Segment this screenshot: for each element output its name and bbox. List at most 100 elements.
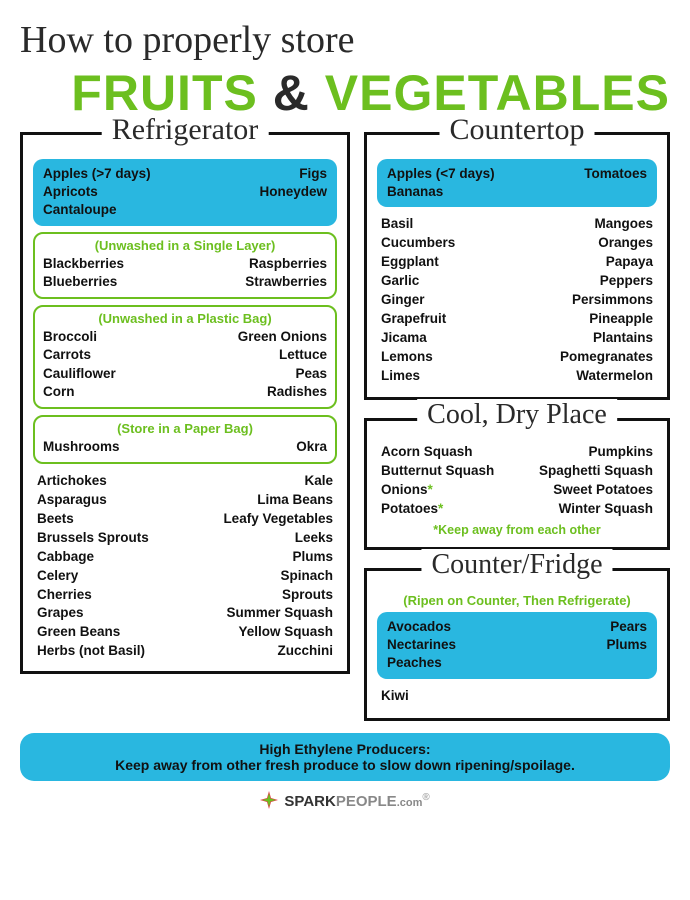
list-item: Green Onions: [185, 328, 327, 346]
refrigerator-group-plastic-bag: (Unwashed in a Plastic Bag) BroccoliGree…: [33, 305, 337, 409]
logo-brand1: SPARK: [284, 793, 335, 810]
cooldry-section: Cool, Dry Place Acorn SquashPumpkinsButt…: [364, 418, 670, 550]
list-item: Tomatoes: [517, 165, 647, 183]
list-item: Jicama: [381, 329, 517, 348]
list-item: Brussels Sprouts: [37, 529, 185, 548]
spark-icon: [260, 791, 278, 809]
list-item: Eggplant: [381, 253, 517, 272]
logo-suffix: .com: [397, 797, 423, 809]
group1-subtitle: (Unwashed in a Single Layer): [43, 238, 327, 253]
list-item: Butternut Squash: [381, 462, 517, 481]
cooldry-plain-list: Acorn SquashPumpkinsButternut SquashSpag…: [377, 441, 657, 521]
list-item: Apples (>7 days): [43, 165, 185, 183]
countertop-ethylene-block: Apples (<7 days)TomatoesBananas: [377, 159, 657, 207]
list-item: Figs: [185, 165, 327, 183]
refrigerator-heading: Refrigerator: [102, 113, 269, 147]
list-item: Honeydew: [185, 183, 327, 201]
list-item: Cherries: [37, 586, 185, 605]
list-item: Spinach: [185, 567, 333, 586]
list-item: Herbs (not Basil): [37, 642, 185, 661]
list-item: Grapefruit: [381, 310, 517, 329]
list-item: Persimmons: [517, 291, 653, 310]
list-item: Peaches: [387, 654, 517, 672]
list-item: Peppers: [517, 272, 653, 291]
refrigerator-section: Refrigerator Apples (>7 days)FigsApricot…: [20, 132, 350, 674]
group3-subtitle: (Store in a Paper Bag): [43, 421, 327, 436]
refrigerator-ethylene-block: Apples (>7 days)FigsApricotsHoneydewCant…: [33, 159, 337, 226]
title-line1: How to properly store: [20, 18, 670, 62]
list-item: Cauliflower: [43, 365, 185, 383]
list-item: Sprouts: [185, 586, 333, 605]
list-item: Onions*: [381, 481, 517, 500]
list-item: Artichokes: [37, 472, 185, 491]
list-item: Raspberries: [185, 255, 327, 273]
cooldry-footnote: *Keep away from each other: [377, 523, 657, 537]
list-item: Spaghetti Squash: [517, 462, 653, 481]
list-item: Oranges: [517, 234, 653, 253]
right-column: Countertop Apples (<7 days)TomatoesBanan…: [364, 132, 670, 731]
list-item: Plums: [185, 548, 333, 567]
list-item: Watermelon: [517, 367, 653, 386]
list-item: Summer Squash: [185, 604, 333, 623]
list-item: Celery: [37, 567, 185, 586]
ethylene-note: High Ethylene Producers: Keep away from …: [20, 733, 670, 781]
list-item: Avocados: [387, 618, 517, 636]
list-item: Ginger: [381, 291, 517, 310]
list-item: Limes: [381, 367, 517, 386]
list-item: Cabbage: [37, 548, 185, 567]
list-item: Corn: [43, 383, 185, 401]
left-column: Refrigerator Apples (>7 days)FigsApricot…: [20, 132, 350, 731]
list-item: Cantaloupe: [43, 201, 185, 219]
list-item: Zucchini: [185, 642, 333, 661]
list-item: Pears: [517, 618, 647, 636]
list-item: Leeks: [185, 529, 333, 548]
list-item: Bananas: [387, 183, 517, 201]
list-item: Asparagus: [37, 491, 185, 510]
counterfridge-ethylene-block: AvocadosPearsNectarinesPlumsPeaches: [377, 612, 657, 679]
list-item: Winter Squash: [517, 500, 653, 519]
countertop-heading: Countertop: [440, 113, 595, 147]
list-item: Cucumbers: [381, 234, 517, 253]
list-item: Yellow Squash: [185, 623, 333, 642]
list-item: [517, 687, 653, 706]
list-item: Potatoes*: [381, 500, 517, 519]
refrigerator-plain-list: ArtichokesKaleAsparagusLima BeansBeetsLe…: [33, 470, 337, 663]
list-item: [517, 183, 647, 201]
title-amp: &: [273, 65, 310, 121]
list-item: Peas: [185, 365, 327, 383]
list-item: Plantains: [517, 329, 653, 348]
list-item: Pomegranates: [517, 348, 653, 367]
list-item: Grapes: [37, 604, 185, 623]
list-item: Green Beans: [37, 623, 185, 642]
content-columns: Refrigerator Apples (>7 days)FigsApricot…: [20, 132, 670, 731]
counterfridge-subtitle: (Ripen on Counter, Then Refrigerate): [377, 593, 657, 608]
list-item: Blackberries: [43, 255, 185, 273]
main-title: How to properly store FRUITS & VEGETABLE…: [20, 18, 670, 122]
list-item: [185, 201, 327, 219]
countertop-section: Countertop Apples (<7 days)TomatoesBanan…: [364, 132, 670, 400]
list-item: Garlic: [381, 272, 517, 291]
ethylene-line2: Keep away from other fresh produce to sl…: [32, 757, 658, 773]
list-item: Beets: [37, 510, 185, 529]
list-item: Sweet Potatoes: [517, 481, 653, 500]
list-item: Pumpkins: [517, 443, 653, 462]
list-item: Strawberries: [185, 273, 327, 291]
counterfridge-plain-list: Kiwi: [377, 685, 657, 708]
list-item: Basil: [381, 215, 517, 234]
list-item: Leafy Vegetables: [185, 510, 333, 529]
list-item: Apples (<7 days): [387, 165, 517, 183]
list-item: Nectarines: [387, 636, 517, 654]
cooldry-heading: Cool, Dry Place: [417, 399, 617, 431]
list-item: Apricots: [43, 183, 185, 201]
list-item: Okra: [185, 438, 327, 456]
list-item: Acorn Squash: [381, 443, 517, 462]
list-item: Mushrooms: [43, 438, 185, 456]
counterfridge-section: Counter/Fridge (Ripen on Counter, Then R…: [364, 568, 670, 721]
list-item: Carrots: [43, 346, 185, 364]
list-item: Lettuce: [185, 346, 327, 364]
list-item: [517, 654, 647, 672]
counterfridge-heading: Counter/Fridge: [421, 549, 612, 581]
ethylene-line1: High Ethylene Producers:: [32, 741, 658, 757]
list-item: Lemons: [381, 348, 517, 367]
logo-brand2: PEOPLE: [336, 793, 397, 810]
